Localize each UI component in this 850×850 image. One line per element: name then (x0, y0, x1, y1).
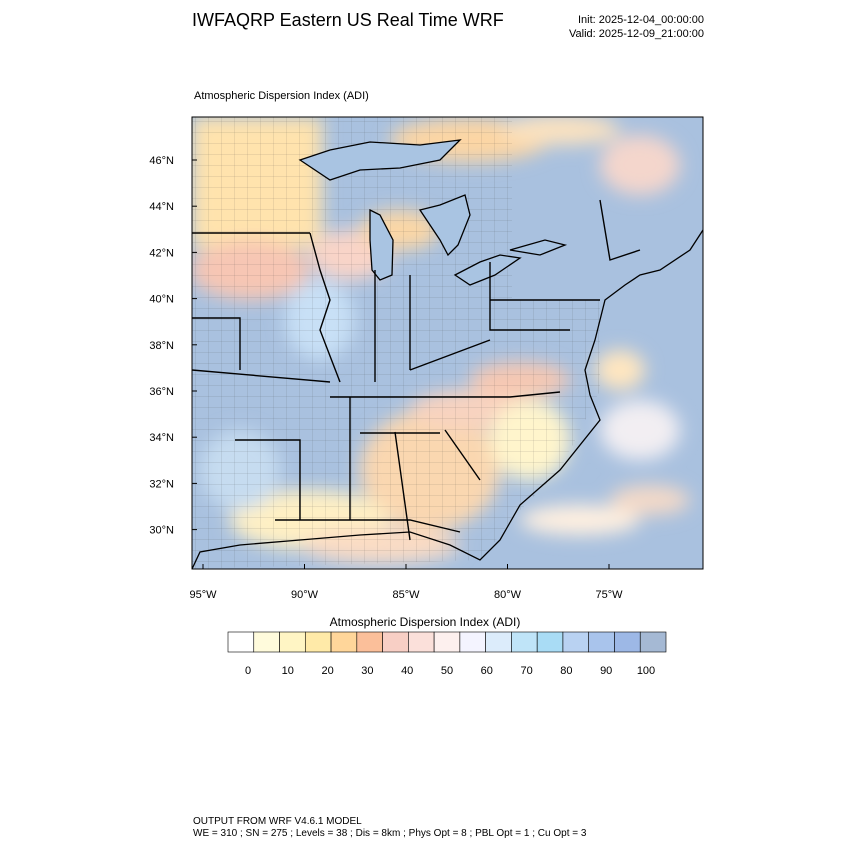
main-title: IWFAQRP Eastern US Real Time WRF (192, 10, 504, 30)
colorbar-title: Atmospheric Dispersion Index (ADI) (329, 615, 521, 629)
colorbar-swatch (562, 631, 590, 653)
footer-config-line: WE = 310 ; SN = 275 ; Levels = 38 ; Dis … (193, 828, 587, 839)
colorbar-swatch (382, 631, 409, 653)
colorbar-swatch (304, 631, 332, 653)
lat-label: 34°N (149, 432, 174, 444)
lon-label: 75°W (595, 589, 623, 601)
colorbar-tick-label: 20 (321, 665, 333, 677)
colorbar-swatch (459, 631, 486, 653)
colorbar-swatch (356, 631, 383, 653)
lat-label: 40°N (149, 294, 174, 306)
lon-label: 90°W (291, 589, 319, 601)
colorbar: 0 10 20 30 40 50 60 70 80 90 100 (227, 631, 667, 677)
init-time: Init: 2025-12-04_00:00:00 (578, 14, 704, 26)
colorbar-swatch (511, 631, 538, 653)
colorbar-tick-label: 40 (401, 665, 413, 677)
map-field (192, 117, 703, 569)
colorbar-tick-label: 80 (560, 665, 572, 677)
valid-time: Valid: 2025-12-09_21:00:00 (569, 28, 704, 40)
colorbar-swatch (536, 631, 564, 653)
lon-label: 85°W (392, 589, 420, 601)
colorbar-swatch (433, 631, 461, 653)
colorbar-swatch (639, 631, 667, 653)
lon-label: 80°W (494, 589, 522, 601)
colorbar-tick-label: 60 (481, 665, 493, 677)
colorbar-tick-label: 0 (245, 665, 251, 677)
lat-label: 42°N (149, 247, 174, 259)
colorbar-swatch (330, 631, 358, 653)
map-frame (191, 116, 704, 570)
colorbar-swatch (614, 631, 641, 653)
plot-title: Atmospheric Dispersion Index (ADI) (194, 90, 369, 102)
colorbar-tick-label: 10 (282, 665, 294, 677)
colorbar-swatch (279, 631, 306, 653)
lat-label: 36°N (149, 386, 174, 398)
lat-label: 38°N (149, 340, 174, 352)
colorbar-tick-label: 70 (520, 665, 532, 677)
lat-label: 30°N (149, 525, 174, 537)
coastline (192, 229, 703, 569)
lon-label: 95°W (189, 589, 217, 601)
colorbar-tick-label: 100 (637, 665, 655, 677)
colorbar-swatch (408, 631, 435, 653)
lat-label: 32°N (149, 478, 174, 490)
lon-ticks: 95°W 90°W 85°W 80°W 75°W (189, 564, 623, 601)
great-lakes (298, 139, 568, 286)
state-boundaries (192, 199, 641, 541)
colorbar-tick-label: 90 (600, 665, 612, 677)
county-lines (192, 117, 600, 569)
colorbar-swatch (588, 631, 615, 653)
lat-label: 46°N (149, 155, 174, 167)
footer-model-line: OUTPUT FROM WRF V4.6.1 MODEL (193, 816, 362, 827)
colorbar-tick-label: 50 (441, 665, 453, 677)
colorbar-swatch (253, 631, 280, 653)
colorbar-swatch (227, 631, 255, 653)
colorbar-tick-label: 30 (361, 665, 373, 677)
lat-ticks: 46°N 44°N 42°N 40°N 38°N 36°N 34°N 32°N 30°N (149, 155, 197, 537)
init-valid-times: Init: 2025-12-04_00:00:00 Valid: 2025-12… (520, 13, 704, 41)
lat-label: 44°N (149, 201, 174, 213)
colorbar-swatch (485, 631, 512, 653)
